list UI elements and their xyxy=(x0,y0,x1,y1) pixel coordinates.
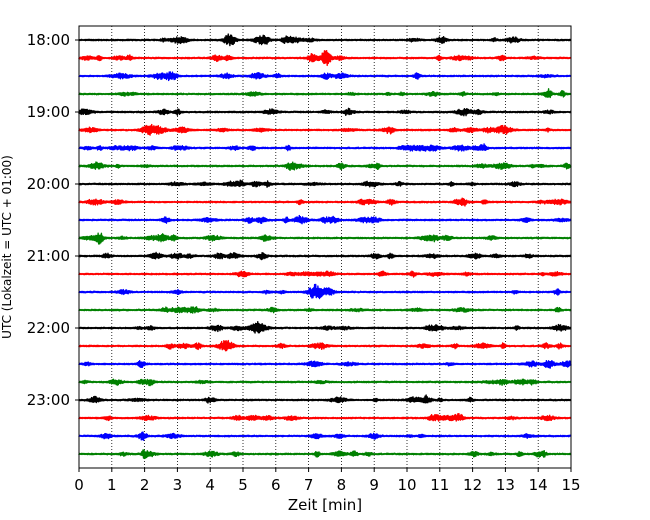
seismic-trace-2030 xyxy=(78,214,572,225)
seismic-trace-2300 xyxy=(78,394,572,404)
x-tick-label: 0 xyxy=(74,476,84,494)
plot-frame xyxy=(78,25,572,469)
x-tick-label: 9 xyxy=(369,476,379,494)
y-axis-label: UTC (Lokalzeit = UTC + 01:00) xyxy=(0,155,14,339)
seismic-trace-1900 xyxy=(78,107,572,117)
seismic-trace-2230 xyxy=(78,359,572,369)
seismic-trace-1930 xyxy=(78,143,572,152)
y-tick-label: 18:00 xyxy=(27,31,70,49)
seismic-trace-2000 xyxy=(78,179,572,188)
x-tick-label: 3 xyxy=(173,476,183,494)
seismic-traces xyxy=(78,33,572,460)
seismic-trace-1830 xyxy=(78,71,572,82)
seismic-trace-2215 xyxy=(78,339,572,352)
y-tick-label: 22:00 xyxy=(27,319,70,337)
y-tick-label: 20:00 xyxy=(27,175,70,193)
x-tick-label: 12 xyxy=(463,476,482,494)
seismic-trace-1845 xyxy=(78,88,572,99)
y-tick-label: 23:00 xyxy=(27,391,70,409)
x-tick-label: 14 xyxy=(529,476,548,494)
x-axis-ticks: 0 1 2 3 4 5 6 7 8 9 10 11 12 13 14 15 xyxy=(74,468,581,494)
seismic-trace-2345 xyxy=(78,449,572,460)
x-tick-label: 15 xyxy=(561,476,580,494)
seismic-trace-2130 xyxy=(78,283,572,300)
x-tick-label: 8 xyxy=(337,476,347,494)
x-tick-label: 5 xyxy=(238,476,248,494)
x-tick-label: 6 xyxy=(271,476,281,494)
seismic-trace-2015 xyxy=(78,197,572,207)
x-tick-label: 10 xyxy=(397,476,416,494)
x-tick-label: 1 xyxy=(107,476,117,494)
seismic-trace-1915 xyxy=(78,123,572,136)
x-axis-label: Zeit [min] xyxy=(288,496,362,514)
seismic-trace-1800 xyxy=(78,33,572,47)
seismic-trace-2045 xyxy=(78,232,572,245)
x-tick-label: 4 xyxy=(205,476,215,494)
seismic-trace-2330 xyxy=(78,431,572,441)
seismic-trace-2200 xyxy=(78,321,572,334)
x-tick-label: 13 xyxy=(496,476,515,494)
seismic-trace-2245 xyxy=(78,378,572,387)
seismic-trace-2115 xyxy=(78,270,572,278)
seismic-trace-2145 xyxy=(78,306,572,314)
y-tick-label: 21:00 xyxy=(27,247,70,265)
x-tick-label: 7 xyxy=(304,476,314,494)
x-tick-label: 11 xyxy=(430,476,449,494)
seismic-trace-1815 xyxy=(78,50,572,67)
seismic-trace-1945 xyxy=(78,161,572,172)
y-axis-ticks: 18:00 19:00 20:00 21:00 22:00 23:00 xyxy=(27,31,79,409)
seismic-trace-2100 xyxy=(78,251,572,261)
x-tick-label: 2 xyxy=(140,476,150,494)
seismic-trace-2315 xyxy=(78,412,572,422)
y-tick-label: 19:00 xyxy=(27,103,70,121)
